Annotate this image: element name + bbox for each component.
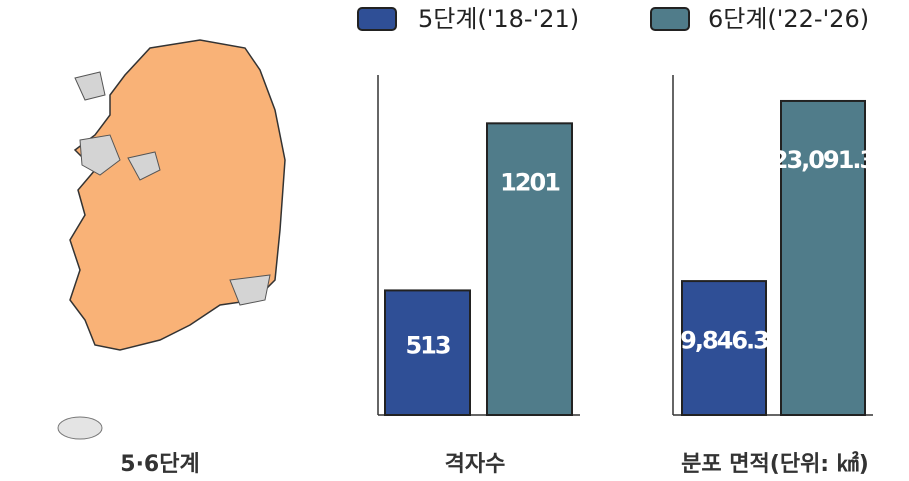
value-label: 23,091.3	[772, 146, 875, 174]
legend-label: 5단계('18-'21)	[418, 5, 579, 33]
chart-title: 격자수	[445, 452, 506, 477]
bar	[384, 289, 471, 416]
map-caption: 5·6단계	[120, 452, 199, 477]
value-label: 9,846.3	[680, 326, 768, 354]
map-island	[57, 416, 103, 440]
map: 5·6단계	[57, 39, 286, 477]
map-gray	[229, 274, 271, 306]
value-label: 513	[405, 331, 449, 359]
legend-label: 6단계('22-'26)	[708, 5, 869, 33]
bar	[780, 99, 866, 417]
legend-swatch	[357, 7, 397, 31]
value-label: 1201	[500, 168, 560, 196]
chart-title: 분포 면적(단위: ㎢)	[681, 451, 869, 477]
bar	[486, 122, 573, 416]
legend-swatch	[650, 7, 690, 31]
map-gray	[127, 151, 161, 181]
map-gray	[79, 134, 121, 176]
map-gray	[74, 71, 106, 101]
bar	[681, 280, 767, 417]
